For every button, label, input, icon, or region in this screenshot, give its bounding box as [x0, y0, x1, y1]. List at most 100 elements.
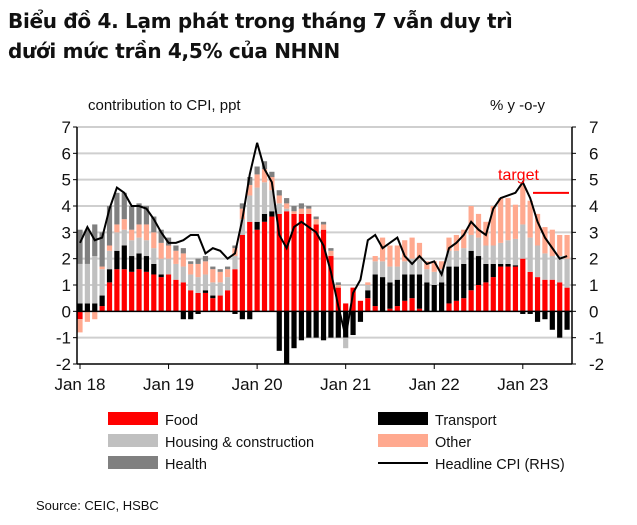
bar-other	[298, 208, 304, 214]
bar-housing-construction	[114, 232, 120, 251]
bar-food	[202, 292, 209, 312]
bar-housing-construction	[92, 256, 98, 304]
bar-other	[431, 261, 437, 272]
bar-health	[195, 258, 201, 264]
y-tick-label-left: -2	[56, 355, 71, 374]
bar-transport	[379, 277, 386, 312]
bar-transport	[557, 311, 563, 338]
y-tick-label-right: 1	[589, 276, 598, 295]
bar-housing-construction	[276, 203, 282, 214]
bar-food	[350, 287, 356, 312]
left-axis-label: contribution to CPI, ppt	[88, 97, 241, 114]
bar-other	[416, 242, 423, 259]
bar-other	[402, 240, 408, 262]
bar-other	[158, 242, 164, 259]
bar-housing-construction	[387, 266, 393, 283]
bar-health	[328, 248, 334, 251]
bar-housing-construction	[475, 237, 482, 257]
bar-other	[372, 256, 378, 262]
bar-transport	[468, 250, 474, 291]
bar-housing-construction	[136, 237, 142, 254]
bar-housing-construction	[542, 253, 548, 280]
bar-other	[306, 208, 312, 214]
bar-other	[210, 269, 216, 283]
bar-health	[143, 206, 150, 225]
bar-other	[77, 319, 83, 333]
bar-health	[77, 229, 83, 264]
bar-food	[210, 298, 216, 312]
bar-health	[114, 192, 120, 225]
bar-transport	[387, 282, 393, 309]
bar-housing-construction	[165, 258, 172, 275]
bar-housing-construction	[232, 256, 238, 270]
y-tick-label-left: 4	[62, 197, 71, 216]
x-tick-label: Jan 22	[409, 375, 460, 394]
bar-other	[557, 234, 563, 257]
bar-food	[306, 213, 312, 312]
bar-transport	[475, 256, 482, 285]
bar-food	[542, 279, 548, 312]
bar-housing-construction	[84, 263, 90, 304]
bar-other	[313, 219, 319, 225]
bar-health	[158, 229, 164, 243]
bar-health	[298, 203, 304, 209]
bar-transport	[483, 263, 489, 283]
bar-transport	[350, 311, 356, 336]
bar-transport	[291, 311, 297, 349]
bar-other	[284, 203, 290, 209]
y-tick-label-right: 6	[589, 144, 598, 163]
bar-housing-construction	[468, 234, 474, 251]
bar-housing-construction	[372, 261, 378, 275]
legend-swatch	[108, 456, 158, 469]
bar-other	[165, 245, 172, 259]
bar-housing-construction	[217, 282, 223, 296]
bar-transport	[328, 311, 334, 338]
target-annotation: target	[498, 167, 539, 184]
bar-transport	[402, 274, 408, 301]
bar-transport	[92, 303, 98, 312]
bar-food	[512, 266, 519, 312]
bar-food	[165, 274, 172, 312]
bar-transport	[158, 274, 164, 278]
bar-transport	[490, 263, 496, 278]
title-line-1: Biểu đồ 4. Lạm phát trong tháng 7 vẫn du…	[8, 9, 513, 33]
bar-health	[306, 206, 312, 209]
bar-other	[394, 245, 400, 267]
bar-transport	[99, 295, 105, 307]
bar-other	[446, 237, 452, 251]
bar-other	[534, 213, 541, 246]
bar-other	[202, 261, 209, 275]
bar-transport	[306, 311, 312, 338]
bar-other	[490, 206, 496, 246]
bar-housing-construction	[173, 263, 179, 280]
bar-food	[217, 295, 223, 312]
bar-food	[99, 306, 105, 312]
y-tick-label-left: -1	[56, 329, 71, 348]
legend-label: Transport	[435, 413, 497, 429]
bar-food	[490, 277, 496, 312]
bar-other	[512, 204, 519, 239]
bar-housing-construction	[180, 266, 186, 283]
bar-food	[549, 279, 555, 312]
bar-other	[335, 285, 341, 288]
bar-other	[379, 237, 386, 262]
y-tick-label-right: 3	[589, 223, 598, 242]
bar-health	[84, 229, 90, 264]
bar-food	[387, 308, 393, 312]
bar-health	[217, 269, 223, 272]
bar-transport	[343, 311, 349, 338]
bar-food	[239, 234, 245, 312]
bar-transport	[446, 266, 452, 304]
bar-food	[557, 282, 563, 312]
bar-transport	[254, 221, 260, 230]
bar-housing-construction	[129, 240, 135, 257]
bar-food	[291, 213, 297, 312]
bar-health	[180, 248, 186, 254]
bar-other	[129, 229, 135, 241]
bar-other	[143, 224, 150, 241]
bar-transport	[394, 279, 400, 307]
bar-transport	[564, 311, 570, 330]
bar-food	[298, 213, 304, 312]
bar-food	[446, 303, 452, 312]
bar-health	[210, 266, 216, 270]
